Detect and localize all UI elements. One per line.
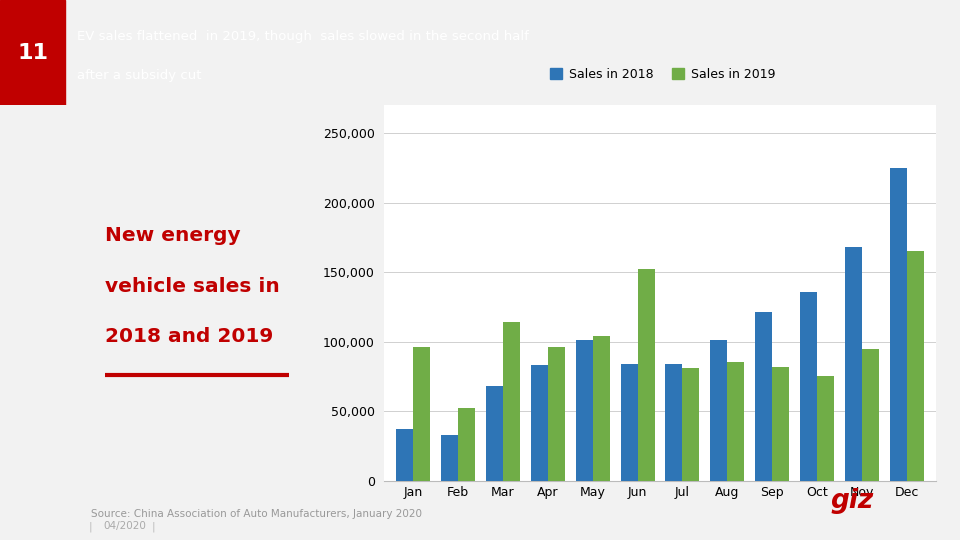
Bar [441,435,458,481]
Bar [772,367,789,481]
Text: 11: 11 [17,43,48,63]
Bar [800,292,817,481]
Bar [683,368,700,481]
Text: 2018 and 2019: 2018 and 2019 [105,327,273,346]
Text: EV sales flattened  in 2019, though  sales slowed in the second half: EV sales flattened in 2019, though sales… [77,30,529,43]
Bar [620,364,637,481]
Text: New energy: New energy [105,226,240,245]
Bar [0,0,65,105]
Bar [592,336,610,481]
Bar [486,386,503,481]
Bar [548,347,564,481]
Text: |: | [88,521,92,532]
Bar [637,269,655,481]
Bar [503,322,520,481]
Bar [907,251,924,481]
Text: 04/2020: 04/2020 [104,522,147,531]
Text: Source: China Association of Auto Manufacturers, January 2020: Source: China Association of Auto Manufa… [91,509,422,519]
Text: vehicle sales in: vehicle sales in [105,276,279,296]
Bar [413,347,430,481]
Bar [576,340,592,481]
Bar [728,362,744,481]
Bar [458,408,475,481]
Bar [890,168,907,481]
Bar [817,376,834,481]
Bar [531,365,548,481]
Text: giz: giz [830,488,874,514]
Bar [396,429,413,481]
Text: after a subsidy cut: after a subsidy cut [77,69,202,82]
Bar [862,348,879,481]
Legend: Sales in 2018, Sales in 2019: Sales in 2018, Sales in 2019 [545,63,780,86]
Bar [665,364,683,481]
Bar [710,340,728,481]
Bar [756,313,772,481]
Bar [845,247,862,481]
Text: |: | [152,521,156,532]
